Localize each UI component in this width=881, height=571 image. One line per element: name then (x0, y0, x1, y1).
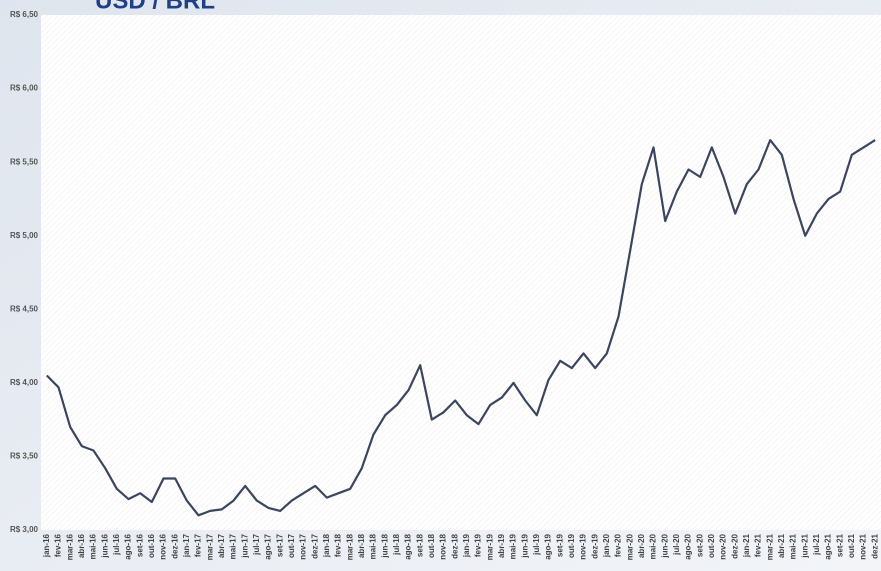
x-tick-label: jul-19 (532, 533, 541, 555)
x-tick-label: ago-18 (404, 533, 413, 559)
x-tick-label: nov-21 (859, 533, 868, 559)
x-tick-label: out-17 (287, 533, 296, 558)
x-tick-label: abr-17 (217, 533, 226, 558)
x-tick-label: dez-16 (170, 533, 179, 558)
x-tick-label: jul-21 (812, 533, 821, 555)
x-tick-label: abr-20 (637, 533, 646, 558)
x-tick-label: mar-20 (625, 533, 634, 560)
x-tick-label: out-18 (427, 533, 436, 558)
x-tick-label: ago-17 (264, 533, 273, 559)
x-tick-label: nov-16 (159, 533, 168, 559)
y-tick-label: R$ 5,50 (10, 157, 39, 166)
x-tick-label: nov-20 (719, 533, 728, 559)
x-tick-label: fev-21 (754, 533, 763, 557)
x-tick-label: jan-18 (322, 533, 331, 558)
x-tick-label: jul-18 (392, 533, 401, 555)
x-tick-label: ago-21 (824, 533, 833, 559)
x-tick-label: abr-16 (77, 533, 86, 558)
x-tick-label: out-16 (147, 533, 156, 558)
x-tick-label: jun-20 (660, 533, 669, 558)
x-tick-label: mai-16 (89, 533, 98, 559)
data-line (46, 139, 876, 517)
chart-title: USD / BRL (95, 0, 215, 14)
x-tick-label: set-20 (695, 533, 704, 557)
x-tick-label: mar-21 (765, 533, 774, 560)
x-tick-label: ago-16 (124, 533, 133, 559)
x-tick-label: abr-19 (497, 533, 506, 558)
x-tick-label: nov-17 (299, 533, 308, 559)
x-tick-label: dez-18 (450, 533, 459, 558)
x-tick-label: fev-20 (614, 533, 623, 557)
y-tick-label: R$ 4,50 (10, 304, 39, 313)
x-tick-label: mai-17 (229, 533, 238, 559)
x-tick-label: set-18 (415, 533, 424, 557)
x-tick-label: mai-20 (649, 533, 658, 559)
x-tick-label: jun-17 (240, 533, 249, 558)
x-tick-label: dez-21 (870, 533, 879, 558)
plot-area (41, 15, 881, 530)
x-tick-label: abr-18 (357, 533, 366, 558)
x-tick-label: nov-18 (439, 533, 448, 559)
y-tick-label: R$ 4,00 (10, 378, 39, 387)
x-tick-label: jun-18 (380, 533, 389, 558)
x-tick-label: nov-19 (579, 533, 588, 559)
x-tick-label: fev-17 (194, 533, 203, 557)
x-tick-label: fev-18 (334, 533, 343, 557)
x-tick-label: jul-16 (112, 533, 121, 555)
y-tick-label: R$ 6,50 (10, 10, 39, 19)
x-tick-label: ago-19 (544, 533, 553, 559)
x-tick-label: jul-20 (672, 533, 681, 555)
x-tick-label: fev-16 (54, 533, 63, 557)
x-tick-label: mar-17 (205, 533, 214, 560)
x-tick-label: mai-21 (789, 533, 798, 559)
x-tick-label: jan-16 (42, 533, 51, 558)
x-tick-label: ago-20 (684, 533, 693, 559)
x-tick-label: fev-19 (474, 533, 483, 557)
x-tick-label: mai-18 (369, 533, 378, 559)
x-tick-label: jan-19 (462, 533, 471, 558)
x-tick-label: jan-17 (182, 533, 191, 558)
x-tick-label: jan-20 (602, 533, 611, 558)
x-tick-label: set-19 (555, 533, 564, 557)
x-tick-label: set-16 (135, 533, 144, 557)
x-tick-label: abr-21 (777, 533, 786, 558)
x-tick-label: mai-19 (509, 533, 518, 559)
x-tick-label: dez-17 (310, 533, 319, 558)
x-tick-label: dez-20 (730, 533, 739, 558)
x-tick-label: jan-21 (742, 533, 751, 558)
y-tick-label: R$ 6,00 (10, 84, 39, 93)
x-tick-label: dez-19 (590, 533, 599, 558)
x-tick-label: out-21 (847, 533, 856, 558)
y-tick-label: R$ 5,00 (10, 231, 39, 240)
y-tick-label: R$ 3,50 (10, 452, 39, 461)
x-tick-label: jul-17 (252, 533, 261, 555)
x-tick-label: out-19 (567, 533, 576, 558)
x-tick-label: mar-19 (485, 533, 494, 560)
x-tick-label: out-20 (707, 533, 716, 558)
x-tick-label: mar-16 (65, 533, 74, 560)
x-tick-label: jun-16 (100, 533, 109, 558)
x-tick-label: set-17 (275, 533, 284, 557)
x-tick-label: mar-18 (345, 533, 354, 560)
y-tick-label: R$ 3,00 (10, 525, 39, 534)
x-tick-label: jun-21 (800, 533, 809, 558)
x-tick-label: set-21 (835, 533, 844, 557)
x-tick-label: jun-19 (520, 533, 529, 558)
